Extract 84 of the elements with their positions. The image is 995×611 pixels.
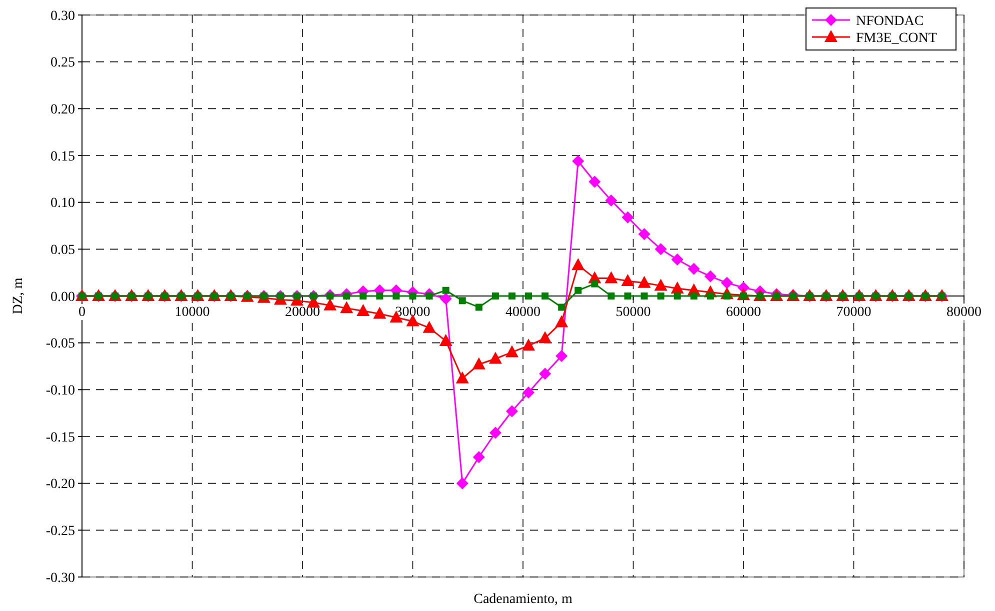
point <box>654 278 668 291</box>
point <box>360 292 367 300</box>
y-tick-label: 0.25 <box>50 56 75 71</box>
point <box>456 371 469 384</box>
point <box>324 298 337 310</box>
point <box>640 292 648 300</box>
x-tick-label: 60000 <box>726 305 761 320</box>
point <box>654 243 667 256</box>
point <box>522 386 535 398</box>
point <box>704 270 716 282</box>
point <box>671 253 684 266</box>
legend-label: NFONDAC <box>856 14 924 29</box>
point <box>604 271 618 284</box>
point <box>605 194 618 206</box>
point <box>706 292 714 300</box>
point <box>505 345 518 358</box>
point <box>472 451 485 464</box>
x-axis-title: Cadenamiento, m <box>474 592 572 607</box>
point <box>638 228 650 240</box>
point <box>440 292 452 305</box>
point <box>588 176 601 188</box>
y-tick-label: -0.05 <box>46 336 75 352</box>
point <box>489 426 502 439</box>
y-tick-label: -0.30 <box>46 570 75 586</box>
y-tick-label: 0.15 <box>50 149 75 164</box>
point <box>591 280 598 288</box>
point <box>608 292 615 300</box>
point <box>488 352 502 364</box>
point <box>572 258 585 270</box>
point <box>442 286 450 294</box>
point <box>472 357 486 370</box>
x-tick-label: 70000 <box>836 305 872 320</box>
point <box>574 286 582 294</box>
y-tick-label: 0.10 <box>50 196 75 212</box>
point <box>506 405 518 418</box>
x-tick-label: 10000 <box>174 305 210 320</box>
y-tick-label: 0.00 <box>50 290 75 305</box>
point <box>538 331 552 344</box>
point <box>688 262 700 275</box>
y-tick-label: 0.20 <box>50 102 75 118</box>
point <box>373 306 386 319</box>
point <box>409 292 416 300</box>
point <box>508 292 516 300</box>
point <box>572 155 584 168</box>
point <box>558 304 566 311</box>
point <box>492 292 499 300</box>
point <box>624 292 632 300</box>
point <box>556 350 568 362</box>
x-tick-label: 50000 <box>616 305 651 320</box>
point <box>670 282 684 294</box>
point <box>638 276 651 288</box>
point <box>376 292 384 300</box>
point <box>422 320 436 333</box>
point <box>690 292 698 300</box>
x-tick-label: 30000 <box>395 305 430 320</box>
y-tick-label: -0.25 <box>46 524 75 540</box>
point <box>539 368 552 380</box>
x-tick-label: 80000 <box>946 305 982 320</box>
point <box>475 304 482 311</box>
point <box>340 301 354 314</box>
point <box>622 211 634 224</box>
point <box>392 292 400 300</box>
point <box>356 304 370 316</box>
legend-label: FM3E_CONT <box>856 30 938 46</box>
x-tick-label: 40000 <box>506 305 540 320</box>
y-tick-label: -0.20 <box>46 477 75 492</box>
y-tick-label: 0.05 <box>50 243 75 258</box>
point <box>720 276 733 289</box>
point <box>621 274 634 286</box>
point <box>456 477 468 490</box>
point <box>657 292 664 300</box>
point <box>525 292 532 300</box>
x-tick-label: 20000 <box>285 305 320 320</box>
point <box>522 338 536 351</box>
x-tick-label: 0 <box>78 305 86 320</box>
point <box>674 292 681 300</box>
point <box>542 292 549 300</box>
point <box>439 334 452 346</box>
y-tick-label: 0.30 <box>50 8 75 24</box>
point <box>555 315 568 328</box>
y-axis-title: DZ, m <box>11 278 26 314</box>
y-tick-label: -0.15 <box>46 430 75 446</box>
point <box>458 297 466 304</box>
y-tick-label: -0.10 <box>46 384 75 399</box>
